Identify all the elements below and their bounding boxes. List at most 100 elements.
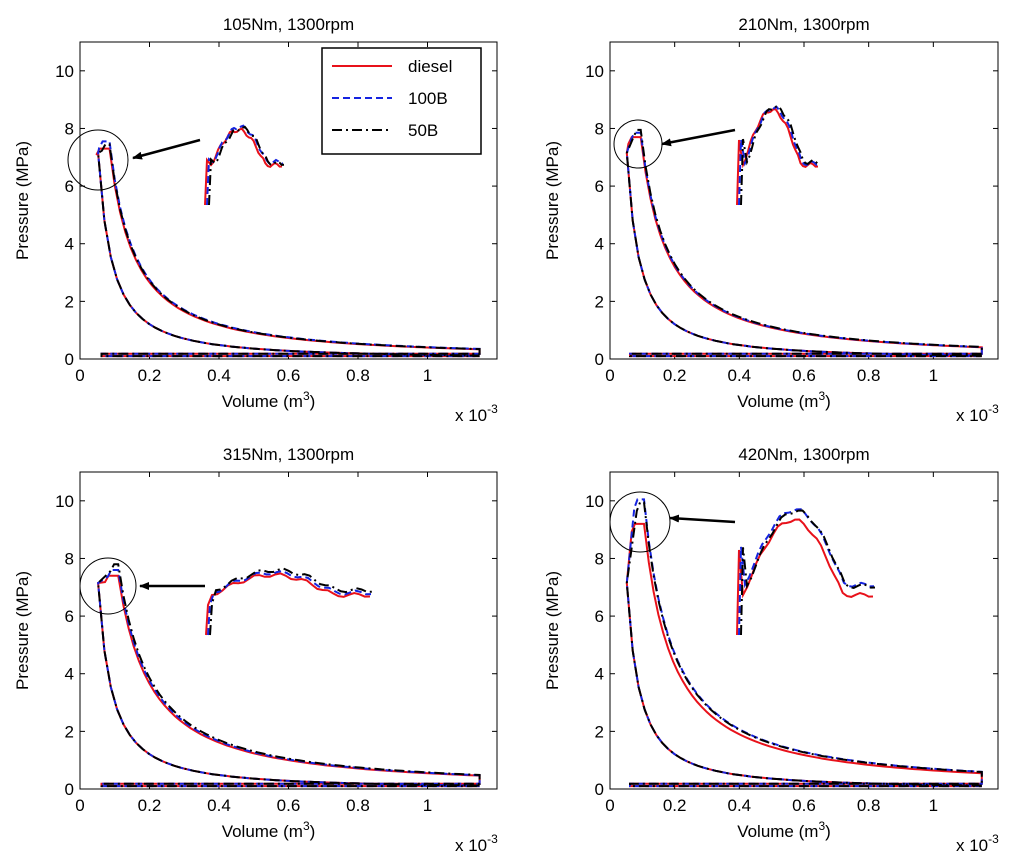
y-tick-label: 2 xyxy=(595,722,604,741)
x-axis-label: Volume (m3) xyxy=(737,389,831,411)
y-tick-label: 10 xyxy=(585,492,604,511)
inset-line-50B xyxy=(740,509,876,636)
y-tick-label: 8 xyxy=(65,119,74,138)
inset-zoom xyxy=(204,124,285,206)
x-tick-label: 1 xyxy=(423,366,432,385)
x-tick-label: 0.2 xyxy=(138,796,162,815)
plot-area xyxy=(609,471,999,790)
chart-title: 210Nm, 1300rpm xyxy=(738,15,869,34)
x-tick-label: 0.6 xyxy=(792,796,816,815)
x-tick-label: 0.8 xyxy=(857,366,881,385)
y-tick-label: 10 xyxy=(585,62,604,81)
zoom-arrow xyxy=(661,128,736,147)
y-tick-label: 0 xyxy=(595,350,604,369)
plot-area xyxy=(79,471,498,790)
x-axis-label: Volume (m3) xyxy=(222,819,316,841)
y-tick-label: 0 xyxy=(595,780,604,799)
inset-zoom xyxy=(205,567,373,636)
inset-line-diesel xyxy=(736,108,819,206)
x-scale-factor: x 10-3 xyxy=(455,402,498,425)
y-axis-label: Pressure (MPa) xyxy=(543,571,562,690)
y-axis-label: Pressure (MPa) xyxy=(13,571,32,690)
x-scale-factor: x 10-3 xyxy=(956,402,999,425)
y-tick-label: 2 xyxy=(65,292,74,311)
y-tick-label: 10 xyxy=(55,492,74,511)
legend-label-50B: 50B xyxy=(408,121,438,140)
series-line-50B xyxy=(625,501,983,788)
x-tick-label: 0.8 xyxy=(857,796,881,815)
x-tick-label: 0 xyxy=(605,796,614,815)
inset-line-100B xyxy=(207,569,372,636)
y-tick-label: 6 xyxy=(595,177,604,196)
x-tick-label: 0 xyxy=(605,366,614,385)
y-tick-label: 4 xyxy=(595,665,604,684)
y-tick-label: 8 xyxy=(595,119,604,138)
inset-line-50B xyxy=(209,567,373,636)
x-axis-label: Volume (m3) xyxy=(737,819,831,841)
x-tick-label: 0.8 xyxy=(346,366,370,385)
inset-zoom xyxy=(736,508,876,636)
inset-zoom xyxy=(736,105,821,206)
y-tick-label: 4 xyxy=(595,235,604,254)
chart-title: 315Nm, 1300rpm xyxy=(223,445,354,464)
legend-box xyxy=(321,47,482,155)
chart-title: 420Nm, 1300rpm xyxy=(738,445,869,464)
y-tick-label: 4 xyxy=(65,665,74,684)
x-axis-label: Volume (m3) xyxy=(222,389,316,411)
chart-title: 105Nm, 1300rpm xyxy=(223,15,354,34)
y-tick-label: 6 xyxy=(595,607,604,626)
legend-label-diesel: diesel xyxy=(408,57,452,76)
y-tick-label: 6 xyxy=(65,607,74,626)
y-tick-label: 0 xyxy=(65,780,74,799)
series-line-50B xyxy=(97,143,481,358)
x-scale-factor: x 10-3 xyxy=(956,832,999,855)
x-tick-label: 0.4 xyxy=(728,366,752,385)
y-tick-label: 0 xyxy=(65,350,74,369)
x-tick-label: 0.6 xyxy=(277,366,301,385)
x-tick-label: 0.6 xyxy=(792,366,816,385)
x-scale-factor: x 10-3 xyxy=(455,832,498,855)
legend-label-100B: 100B xyxy=(408,89,448,108)
x-tick-label: 1 xyxy=(423,796,432,815)
series-line-50B xyxy=(625,128,983,358)
x-tick-label: 0.4 xyxy=(207,796,231,815)
y-tick-label: 8 xyxy=(595,549,604,568)
y-tick-label: 10 xyxy=(55,62,74,81)
x-tick-label: 0.8 xyxy=(346,796,370,815)
x-tick-label: 1 xyxy=(929,796,938,815)
zoom-arrow xyxy=(669,514,736,524)
y-tick-label: 2 xyxy=(65,722,74,741)
inset-line-100B xyxy=(738,508,875,636)
inset-line-50B xyxy=(208,125,285,206)
x-tick-label: 1 xyxy=(929,366,938,385)
x-tick-label: 0.6 xyxy=(277,796,301,815)
plot-area xyxy=(609,41,999,360)
inset-line-100B xyxy=(738,106,820,206)
x-tick-label: 0 xyxy=(75,796,84,815)
y-axis-label: Pressure (MPa) xyxy=(543,141,562,260)
peak-highlight-circle xyxy=(67,129,129,191)
inset-line-50B xyxy=(740,105,821,206)
series-line-50B xyxy=(97,563,481,788)
x-tick-label: 0.2 xyxy=(663,366,687,385)
x-tick-label: 0.4 xyxy=(728,796,752,815)
inset-line-100B xyxy=(206,124,284,206)
y-tick-label: 2 xyxy=(595,292,604,311)
x-tick-label: 0.2 xyxy=(138,366,162,385)
inset-line-diesel xyxy=(205,572,371,636)
y-tick-label: 4 xyxy=(65,235,74,254)
y-tick-label: 6 xyxy=(65,177,74,196)
x-tick-label: 0 xyxy=(75,366,84,385)
x-tick-label: 0.4 xyxy=(207,366,231,385)
zoom-arrow xyxy=(132,138,201,160)
y-tick-label: 8 xyxy=(65,549,74,568)
x-tick-label: 0.2 xyxy=(663,796,687,815)
peak-highlight-circle xyxy=(79,557,137,615)
y-axis-label: Pressure (MPa) xyxy=(13,141,32,260)
legend: diesel 100B 50B xyxy=(321,47,482,155)
